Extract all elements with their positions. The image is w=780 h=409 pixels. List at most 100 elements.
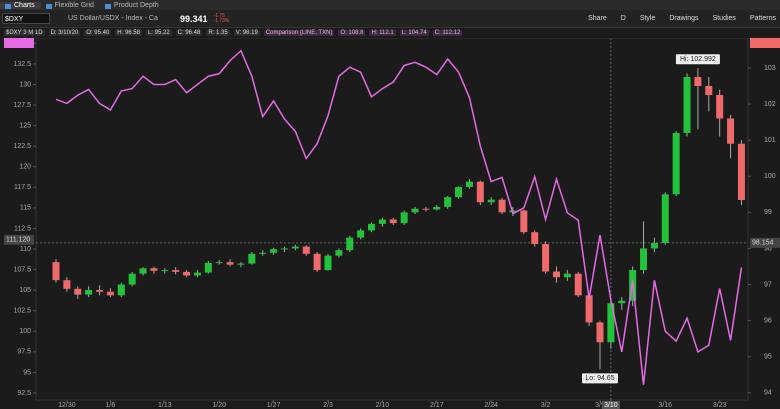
tab[interactable]: Flexible Grid	[41, 2, 100, 9]
candle-body	[476, 181, 484, 203]
y-tick-label: 127.5	[13, 102, 31, 109]
candle-body	[411, 208, 419, 213]
x-tick-label: 1/13	[158, 402, 172, 409]
y2-tick-label: 95	[764, 354, 772, 361]
header-value: C: 112.12	[432, 29, 463, 36]
header-value: O: 108.8	[338, 29, 366, 36]
drawings-button[interactable]: Drawings	[669, 15, 699, 22]
candle-body	[542, 244, 550, 272]
studies-button[interactable]: Studies	[712, 15, 736, 22]
candle-body	[640, 248, 648, 271]
candle-body	[52, 262, 60, 281]
cursor-date-box	[601, 401, 620, 409]
crosshair-left-label: 111.120	[6, 237, 30, 244]
candle-body	[368, 223, 376, 231]
candle-body	[705, 86, 713, 96]
y-tick-label: 105	[19, 287, 31, 294]
candle-body	[455, 187, 463, 198]
style-button[interactable]: Style	[639, 15, 656, 22]
header-value: H: 112.1	[369, 29, 396, 36]
chart-title: $DXY 3 M 1D	[4, 29, 45, 36]
header-value: L: 104.74	[399, 29, 429, 36]
y-tick-label: 117.5	[14, 184, 31, 191]
candle-body	[683, 76, 691, 133]
last-price: 99.341	[180, 13, 208, 24]
candle-body	[531, 232, 539, 245]
y-tick-label: 92.5	[17, 390, 31, 397]
share-button[interactable]: Share	[588, 15, 607, 22]
tab[interactable]: Charts	[0, 1, 41, 9]
candle-body	[335, 250, 343, 256]
y2-tick-label: 98	[764, 245, 772, 252]
y2-tick-label: 97	[764, 281, 772, 288]
candle-body	[661, 194, 669, 244]
candle-body	[139, 268, 147, 274]
candle-body	[324, 255, 332, 271]
candle-body	[161, 270, 169, 272]
candle-body	[618, 300, 626, 304]
x-tick-label: 2/10	[376, 402, 390, 409]
candle-body	[607, 303, 615, 343]
y-tick-label: 125	[19, 122, 31, 129]
candle-body	[150, 268, 158, 271]
crosshair-left-label-box	[4, 234, 34, 245]
last-price-label-box	[750, 38, 780, 48]
candle-body	[422, 208, 430, 210]
candle-body	[172, 270, 180, 272]
lo-label: Lo: 94.65	[585, 375, 614, 382]
y-tick-label: 107.5	[13, 266, 31, 273]
x-tick-label: 1/6	[106, 402, 116, 409]
header-value: L: 95.22	[145, 29, 172, 36]
x-tick-label: 3/9	[595, 402, 605, 409]
candle-body	[400, 212, 408, 224]
candle-body	[215, 262, 223, 264]
candle-body	[280, 248, 288, 250]
plot-area	[35, 38, 749, 401]
candle-body	[248, 253, 256, 264]
crosshair-right-label-box	[750, 237, 780, 248]
symbol-input[interactable]: $DXY	[2, 13, 50, 24]
y-tick-label: 132.5	[13, 61, 31, 68]
lo-label-box	[582, 373, 618, 384]
candle-body	[520, 210, 528, 233]
description: US Dollar/USDX - Index - Cash	[68, 15, 158, 22]
candle-body	[378, 219, 386, 224]
x-tick-label: 1/20	[212, 402, 226, 409]
x-tick-label: 3/16	[658, 402, 672, 409]
comparison-title: Comparison (LINE, TXN)	[263, 29, 335, 36]
candle-body	[204, 262, 212, 273]
candle-body	[183, 271, 191, 276]
candle-body	[74, 288, 82, 295]
candle-body	[117, 284, 125, 296]
period-button[interactable]: D	[620, 15, 626, 22]
candle-body	[694, 76, 702, 87]
y2-tick-label: 101	[764, 137, 776, 144]
patterns-button[interactable]: Patterns	[749, 15, 776, 22]
header-value: H: 96.58	[115, 29, 142, 36]
chart-header: $DXY 3 M 1D D: 3/10/20 O: 95.40 H: 96.58…	[0, 28, 780, 37]
candle-body	[465, 181, 473, 188]
candle-body	[226, 262, 234, 265]
symbol-bar: $DXY US Dollar/USDX - Index - Cash 99.34…	[0, 10, 780, 28]
y-tick-label: 110	[20, 246, 31, 253]
candle-body	[96, 289, 104, 292]
crosshair-right-label: 98.154	[752, 240, 774, 247]
candle-body	[498, 199, 506, 213]
candle-body	[237, 263, 245, 265]
candle-body	[193, 272, 201, 276]
y-tick-label: 112.5	[14, 225, 31, 232]
y-tick-label: 120	[19, 164, 31, 171]
candle-body	[574, 273, 582, 296]
x-tick-label: 1/27	[267, 402, 281, 409]
y2-tick-label: 103	[764, 65, 776, 72]
chart: 92.5 95 97.5 100 102.5 105 107.5 110 112.5 115 117…	[4, 38, 780, 409]
toolbar: Share D Style Drawings Studies Patterns	[588, 10, 776, 27]
x-tick-label: 3/10	[604, 402, 618, 409]
x-tick-label: 2/17	[430, 402, 444, 409]
tab[interactable]: Product Depth	[100, 2, 165, 9]
pct-change: -1.73%	[213, 17, 230, 24]
x-tick-label: 3/2	[541, 402, 551, 409]
candle-body	[444, 197, 452, 207]
header-date: D: 3/10/20	[48, 29, 81, 36]
